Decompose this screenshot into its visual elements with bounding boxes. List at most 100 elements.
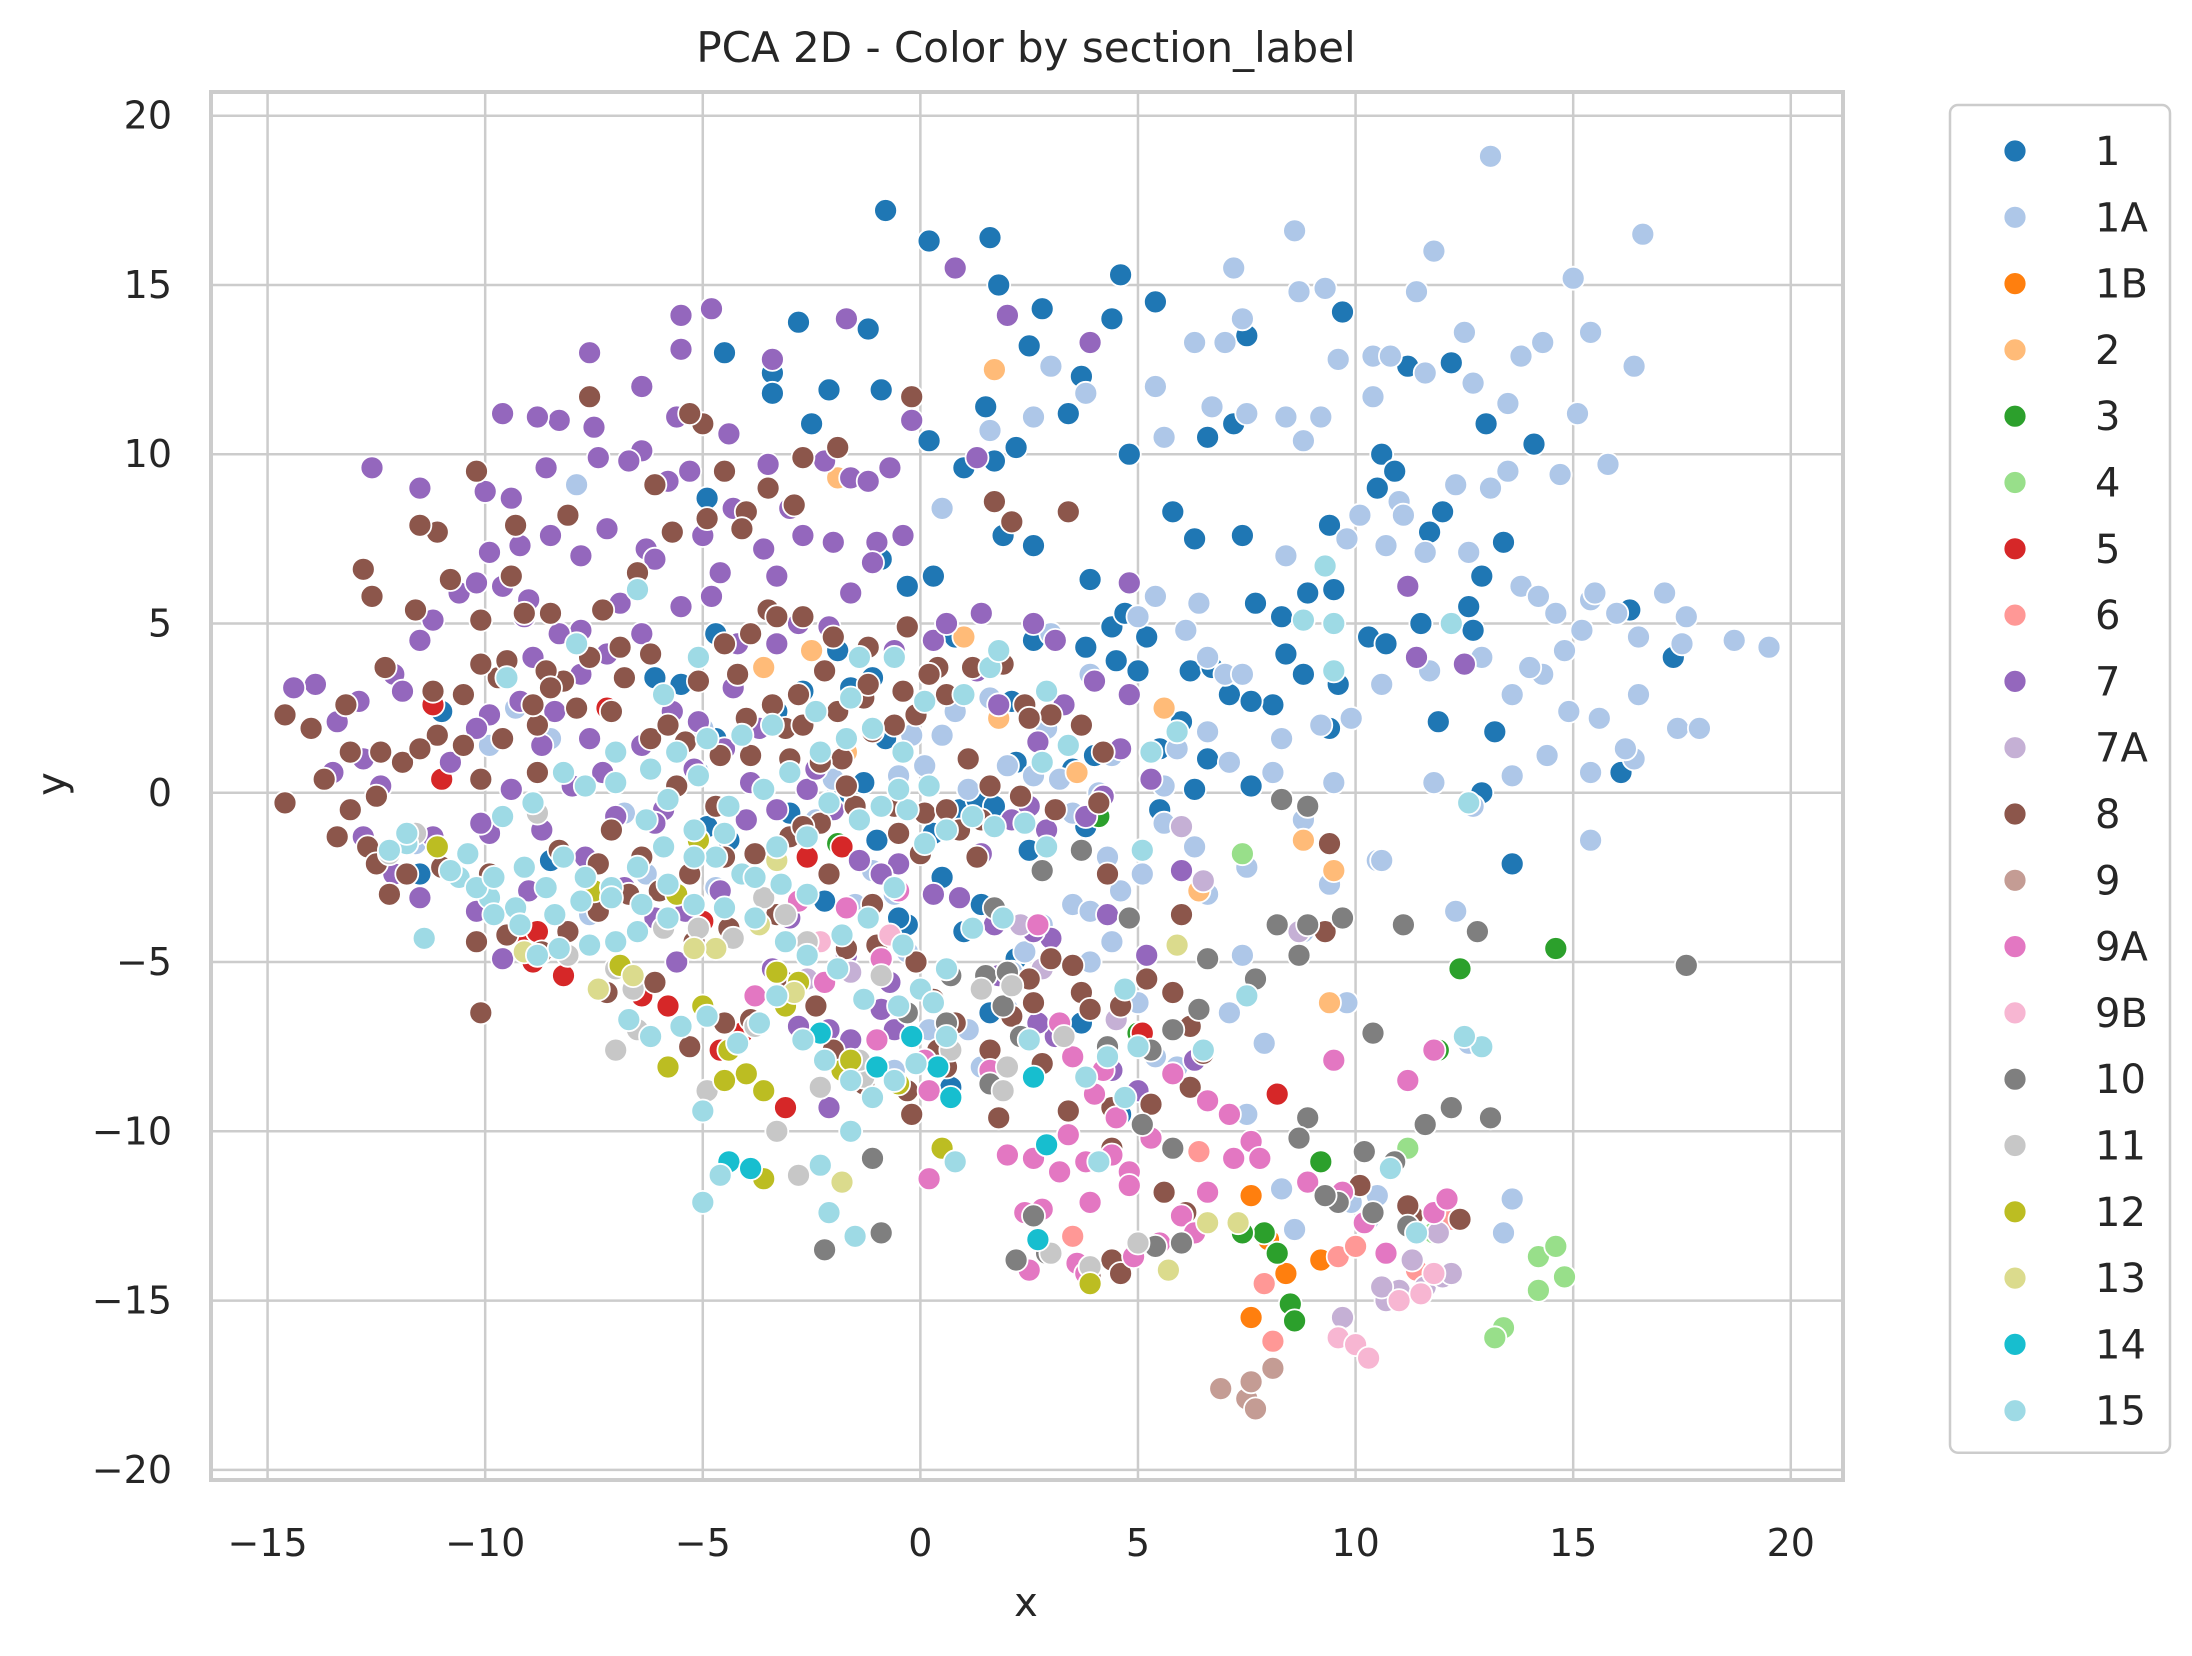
data-point [995, 1142, 1020, 1168]
data-point [1151, 695, 1177, 721]
data-point [1552, 638, 1577, 663]
data-point [1308, 1149, 1334, 1175]
data-point [1351, 1139, 1377, 1164]
data-point [655, 787, 681, 812]
data-point [838, 580, 864, 606]
data-point [699, 584, 724, 609]
data-point [1047, 1159, 1072, 1185]
data-point [542, 902, 568, 927]
data-point [281, 675, 307, 701]
y-axis-label: y [29, 772, 75, 796]
data-point [738, 1156, 763, 1181]
data-point [1108, 1261, 1133, 1286]
data-point [812, 1237, 837, 1263]
data-point [864, 1027, 890, 1053]
data-point [1143, 289, 1168, 315]
data-point [1273, 543, 1299, 569]
data-point [659, 519, 685, 545]
data-point [925, 1054, 951, 1080]
data-point [1125, 658, 1151, 684]
data-point [916, 661, 942, 687]
data-point [1421, 238, 1447, 264]
data-point [1482, 1325, 1508, 1351]
data-point [1021, 1064, 1046, 1090]
y-tick-label: 15 [124, 263, 172, 307]
data-point [568, 888, 594, 914]
data-point [890, 678, 916, 704]
data-point [490, 726, 516, 751]
data-point [1055, 1098, 1081, 1124]
data-point [1330, 1305, 1355, 1330]
legend-label: 1A [2095, 195, 2148, 241]
x-tick-labels: −15 −10 −5 0 5 10 15 20 [227, 1521, 1814, 1565]
data-point [886, 777, 911, 802]
data-point [311, 766, 337, 792]
data-point [564, 631, 589, 657]
data-point [1360, 1200, 1386, 1225]
data-point [929, 495, 955, 521]
data-point [764, 631, 790, 657]
data-point [302, 672, 328, 697]
data-point [1012, 810, 1038, 836]
data-point [376, 881, 402, 907]
data-point [551, 760, 576, 785]
x-axis-label: x [1014, 1580, 1038, 1626]
legend-label: 8 [2095, 792, 2120, 838]
data-point [655, 871, 681, 897]
data-point [655, 993, 681, 1019]
plot-border [209, 90, 1845, 1482]
data-point [1360, 1020, 1386, 1046]
data-point [1495, 458, 1521, 484]
data-point [1308, 712, 1334, 738]
data-point [864, 1054, 890, 1080]
data-point [1195, 1210, 1220, 1236]
data-point [1251, 1030, 1277, 1056]
data-point [812, 1047, 837, 1073]
data-point [829, 1169, 855, 1195]
data-point [807, 739, 833, 765]
data-point [1108, 262, 1133, 288]
data-point [1443, 898, 1469, 924]
data-point [1543, 600, 1569, 626]
data-point [777, 760, 803, 785]
data-point [655, 712, 681, 738]
data-point [1282, 1217, 1307, 1242]
data-point [1003, 435, 1029, 460]
data-point [603, 770, 629, 795]
data-point [1182, 526, 1207, 552]
data-point [1195, 719, 1220, 745]
legend-label: 5 [2095, 527, 2120, 573]
data-point [555, 502, 581, 528]
data-point [1151, 424, 1177, 450]
data-point [773, 1095, 798, 1120]
data-point [738, 621, 763, 647]
data-point [507, 533, 533, 558]
data-point [860, 1085, 885, 1110]
data-point [1325, 346, 1351, 372]
data-point [577, 726, 602, 751]
data-point [681, 817, 707, 843]
data-point [1434, 1186, 1460, 1212]
data-point [1412, 360, 1438, 386]
data-point [551, 844, 576, 870]
data-point [1604, 600, 1630, 626]
data-point [1082, 668, 1107, 694]
data-point [533, 455, 559, 481]
data-point [768, 871, 794, 897]
x-tick-label: −10 [445, 1521, 525, 1565]
data-point [407, 512, 433, 538]
data-point [1251, 1220, 1277, 1246]
data-point [668, 336, 694, 362]
data-point [1621, 353, 1647, 379]
data-point [1312, 553, 1338, 579]
data-point [607, 634, 633, 660]
data-point [577, 340, 602, 366]
data-point [272, 790, 298, 816]
data-point [868, 793, 894, 819]
legend-marker [2002, 1332, 2028, 1357]
data-point [868, 377, 894, 403]
data-point [1673, 953, 1699, 978]
legend-label: 9A [2095, 925, 2148, 971]
y-tick-label: −20 [92, 1448, 172, 1492]
data-point [538, 600, 563, 626]
